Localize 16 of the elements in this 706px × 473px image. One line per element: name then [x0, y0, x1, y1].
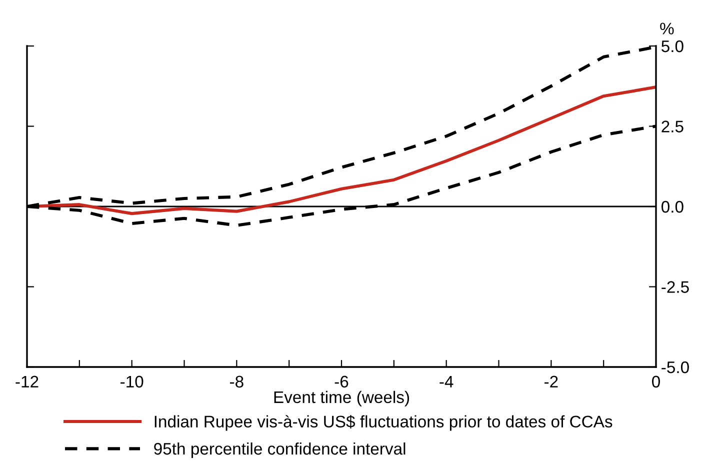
- x-tick-label: -4: [440, 376, 454, 388]
- x-tick-label: -10: [120, 376, 144, 388]
- x-tick-label: -8: [230, 376, 244, 388]
- x-tick-label: -6: [334, 376, 348, 388]
- y-tick-label: 0.0: [662, 200, 684, 213]
- y-tick-label: -5.0: [662, 361, 689, 374]
- y-tick-label: 5.0: [662, 40, 684, 52]
- x-axis-title: Event time (weels): [274, 390, 410, 406]
- y-axis-title: %: [660, 22, 674, 34]
- legend-label: 95th percentile confidence interval: [154, 442, 406, 458]
- legend-label: Indian Rupee vis-à-vis US$ fluctuations prior to dates of CCAs: [154, 415, 612, 431]
- y-tick-label: -2.5: [662, 281, 689, 293]
- x-tick-label: -12: [16, 376, 38, 388]
- x-tick-label: -2: [544, 376, 558, 388]
- y-tick-label: 2.5: [662, 120, 684, 132]
- x-tick-label: 0: [652, 376, 660, 388]
